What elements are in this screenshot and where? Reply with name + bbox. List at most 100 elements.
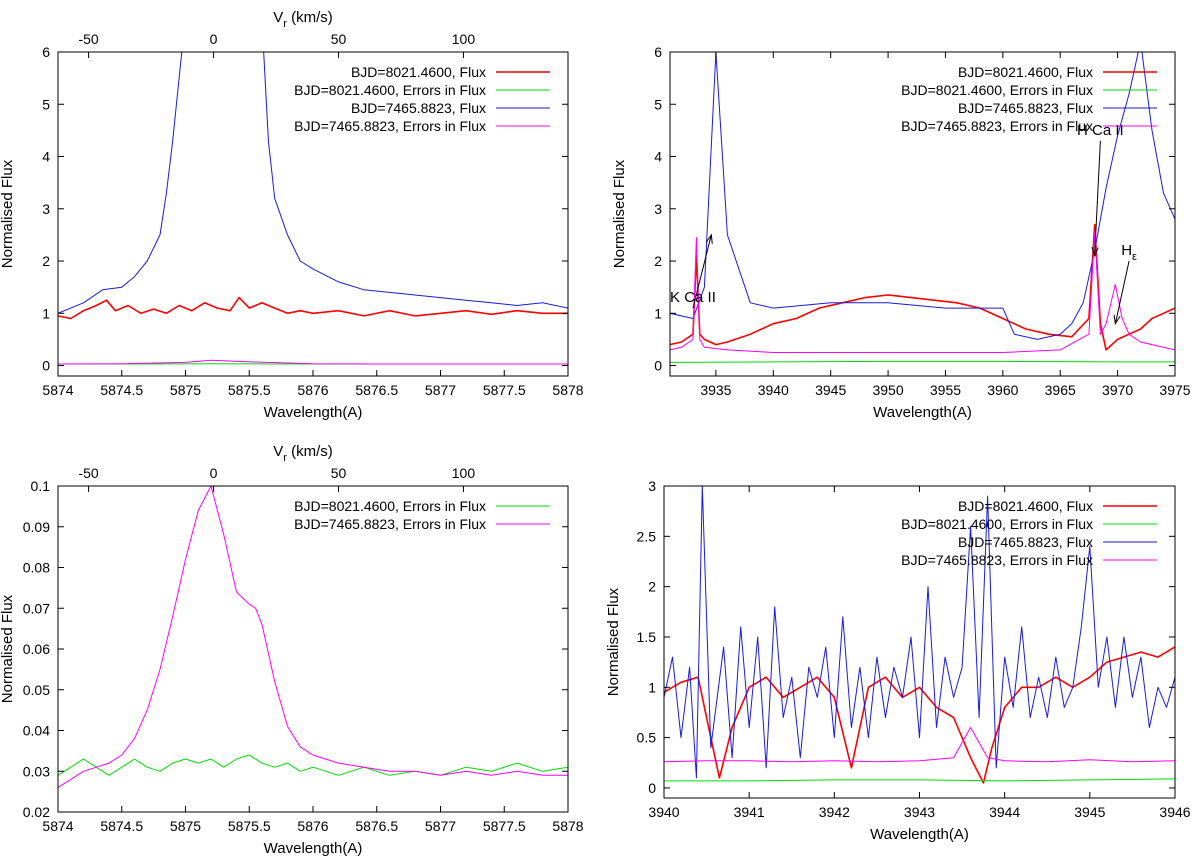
y-tick-label: 6 (42, 44, 50, 60)
y-tick-label: 0.5 (637, 730, 657, 746)
chart-panel-bottom-right: 3940 3941 3942 3943 3944 3945 3946 0 0.5 1 1.5 2 2.5… (605, 478, 1191, 843)
series-line-0 (670, 223, 1175, 351)
annotation-label: Hε (1121, 242, 1137, 263)
y-axis-label: Normalised Flux (605, 587, 622, 696)
top-tick-label: 50 (331, 31, 347, 47)
x-tick-label: 5877 (425, 818, 456, 834)
x-tick-label: 5875.5 (228, 818, 271, 834)
series-group (670, 52, 1175, 363)
annotation-label: K Ca II (670, 289, 716, 306)
annotation-arrow (1094, 140, 1101, 256)
legend-label: BJD=8021.4600, Errors in Flux (294, 82, 486, 98)
y-tick-label: 2 (648, 579, 656, 595)
legend-label: BJD=7465.8823, Errors in Flux (294, 516, 486, 532)
legend: BJD=8021.4600, Flux BJD=8021.4600, Errors… (901, 498, 1157, 568)
y-tick-label: 1 (648, 679, 656, 695)
x-tick-label: 5874 (42, 382, 73, 398)
x-tick-label: 3940 (648, 804, 679, 820)
y-axis-label: Normalised Flux (0, 159, 16, 268)
x-tick-label: 3975 (1159, 382, 1190, 398)
legend-label: BJD=8021.4600, Flux (958, 498, 1093, 514)
y-tick-label: 0.09 (23, 519, 50, 535)
series-line-0 (664, 646, 1175, 784)
x-tick-label: 5875 (170, 818, 201, 834)
annotation-label: H Ca II (1077, 122, 1124, 139)
y-tick-label: 0 (654, 358, 662, 374)
series-line-1 (664, 778, 1175, 782)
legend-label: BJD=8021.4600, Errors in Flux (901, 82, 1093, 98)
legend-label: BJD=7465.8823, Errors in Flux (901, 118, 1093, 134)
y-tick-label: 3 (654, 201, 662, 217)
x-tick-label: 3965 (1045, 382, 1076, 398)
x-tick-label: 3970 (1102, 382, 1133, 398)
annotation-arrow (692, 234, 712, 309)
annotation-arrowhead (1091, 247, 1099, 258)
series-line-0 (58, 754, 568, 776)
legend-label: BJD=7465.8823, Errors in Flux (901, 552, 1093, 568)
top-tick-label: -50 (78, 465, 98, 481)
series-line-3 (670, 231, 1175, 353)
plot-frame (57, 485, 569, 813)
legend-label: BJD=8021.4600, Flux (351, 64, 486, 80)
x-tick-label: 3942 (819, 804, 850, 820)
series-line-2 (58, 52, 568, 314)
y-tick-label: 3 (648, 478, 656, 494)
x-tick-label: 3945 (815, 382, 846, 398)
x-tick-label: 5876.5 (355, 382, 398, 398)
top-tick-label: -50 (78, 31, 98, 47)
y-tick-label: 0.02 (23, 804, 50, 820)
y-tick-label: 4 (654, 149, 662, 165)
chart-panel-top-right: 3935 3940 3945 3950 3955 3960 3965 3970 3975 0 1 2 3… (611, 44, 1191, 421)
legend-label: BJD=8021.4600, Errors in Flux (901, 516, 1093, 532)
y-tick-label: 6 (654, 44, 662, 60)
x-tick-label: 5875.5 (228, 382, 271, 398)
top-tick-label: 0 (210, 31, 218, 47)
x-tick-label: 5878 (552, 382, 583, 398)
x-axis-label: Wavelength(A) (870, 826, 969, 843)
y-tick-label: 2 (654, 253, 662, 269)
x-axis-label: Wavelength(A) (873, 404, 972, 421)
y-tick-label: 0.06 (23, 641, 50, 657)
x-tick-label: 3945 (1074, 804, 1105, 820)
plot-frame (669, 51, 1176, 377)
x-tick-label: 3943 (904, 804, 935, 820)
y-tick-label: 0.05 (23, 682, 50, 698)
y-tick-label: 2 (42, 253, 50, 269)
y-tick-label: 4 (42, 149, 50, 165)
y-tick-label: 0 (42, 358, 50, 374)
plot-frame (57, 51, 569, 377)
y-tick-label: 0.03 (23, 763, 50, 779)
x-tick-label: 5877.5 (483, 382, 526, 398)
x-tick-label: 3941 (734, 804, 765, 820)
x-tick-label: 3940 (758, 382, 789, 398)
top-tick-label: 50 (331, 465, 347, 481)
y-tick-label: 0.07 (23, 600, 50, 616)
series-line-2 (664, 486, 1175, 779)
x-tick-label: 3950 (872, 382, 903, 398)
legend-label: BJD=8021.4600, Flux (958, 64, 1093, 80)
x-tick-label: 3935 (700, 382, 731, 398)
legend-label: BJD=7465.8823, Errors in Flux (294, 118, 486, 134)
x-tick-label: 5875 (170, 382, 201, 398)
series-line-1 (58, 486, 568, 788)
x-axis-label: Wavelength(A) (264, 840, 363, 857)
plot-frame (663, 485, 1176, 799)
x-tick-label: 3955 (930, 382, 961, 398)
y-axis-label: Normalised Flux (611, 159, 628, 268)
legend-label: BJD=7465.8823, Flux (351, 100, 486, 116)
y-tick-label: 2.5 (637, 528, 657, 544)
series-line-3 (58, 359, 568, 365)
y-tick-label: 0.04 (23, 723, 50, 739)
series-line-1 (670, 360, 1175, 363)
y-tick-label: 1 (654, 305, 662, 321)
chart-panel-top-left: 5874 5874.5 5875 5875.5 5876 5876.5 5877 5877.5… (0, 9, 584, 421)
x-tick-label: 5876.5 (355, 818, 398, 834)
x-tick-label: 3944 (989, 804, 1020, 820)
series-group (58, 52, 568, 365)
y-tick-label: 1.5 (637, 629, 657, 645)
y-axis-label: Normalised Flux (0, 594, 16, 703)
x-tick-label: 5877.5 (483, 818, 526, 834)
top-axis-label: Vr (km/s) (273, 443, 333, 464)
legend: BJD=8021.4600, Errors in Flux BJD=7465.88… (294, 498, 550, 532)
